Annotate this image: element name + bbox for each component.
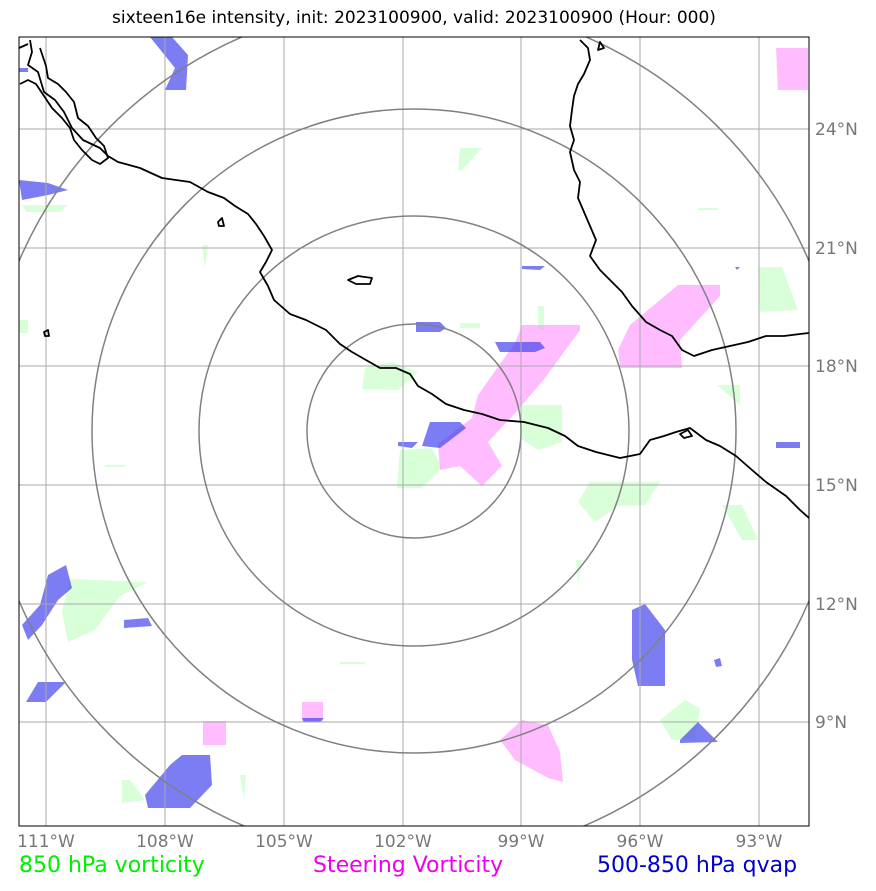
legend-qvap: 500-850 hPa qvap [597, 853, 798, 878]
coastlines [19, 39, 809, 519]
coastline-island-3 [43, 329, 50, 337]
coastline-island-5 [597, 41, 605, 51]
coastline-baja-peninsula [19, 43, 109, 165]
map-title: sixteen16e intensity, init: 2023100900, … [112, 8, 716, 28]
coastline-island-2 [217, 217, 225, 227]
coastline-island-4 [679, 429, 693, 439]
qvap-shading [19, 37, 800, 808]
coastline-mainland-west [27, 39, 809, 519]
lon-label: 111°W [17, 832, 75, 852]
lon-label: 99°W [498, 832, 545, 852]
range-rings [19, 37, 809, 826]
lat-label: 9°N [815, 713, 847, 733]
gridlines [19, 37, 809, 826]
vorticity-850-shading [19, 148, 798, 803]
coastline-island-1 [347, 275, 373, 285]
legend-steering-vorticity: Steering Vorticity [313, 853, 504, 878]
lon-label: 93°W [736, 832, 783, 852]
lat-label: 15°N [815, 476, 858, 496]
lat-label: 21°N [815, 239, 858, 259]
lat-label: 18°N [815, 357, 858, 377]
lat-label: 12°N [815, 595, 858, 615]
map-plot-area [19, 37, 809, 826]
map-frame [18, 36, 810, 827]
legend-850-vorticity: 850 hPa vorticity [19, 853, 205, 878]
lon-label: 96°W [617, 832, 664, 852]
lon-label: 102°W [374, 832, 432, 852]
steering-vorticity-shading [203, 48, 808, 782]
lon-label: 105°W [255, 832, 313, 852]
lat-label: 24°N [815, 120, 858, 140]
lon-label: 108°W [136, 832, 194, 852]
coastline-gulf-east [569, 39, 809, 357]
latitude-labels: 24°N 21°N 18°N 15°N 12°N 9°N [815, 120, 858, 733]
longitude-labels: 111°W 108°W 105°W 102°W 99°W 96°W 93°W [17, 832, 783, 852]
